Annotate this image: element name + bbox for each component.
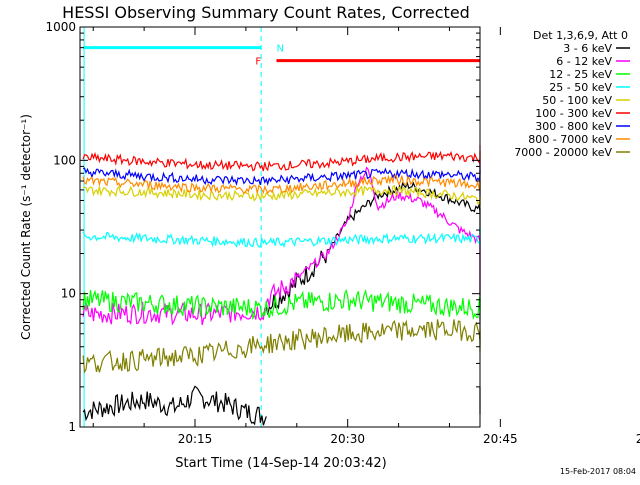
legend-label: 12 - 25 keV xyxy=(549,68,612,81)
y-tick-label: 10 xyxy=(61,287,76,301)
y-tick-label: 1000 xyxy=(45,20,76,34)
legend-label: 25 - 50 keV xyxy=(549,81,612,94)
legend-label: 50 - 100 keV xyxy=(542,94,612,107)
x-tick-label: 20:45 xyxy=(483,432,518,446)
x-tick-label: 21:00 xyxy=(636,432,640,446)
x-tick-label: 20:30 xyxy=(330,432,365,446)
chart-title: HESSI Observing Summary Count Rates, Cor… xyxy=(62,3,470,22)
series-50-100-kev-segment-0 xyxy=(83,184,481,207)
series-6-12-kev-segment-0 xyxy=(82,301,267,326)
y-tick-label: 100 xyxy=(53,153,76,167)
series-3-6-kev-segment-0 xyxy=(82,385,267,426)
legend-title: Det 1,3,6,9, Att 0 xyxy=(533,29,628,42)
legend-label: 800 - 7000 keV xyxy=(528,133,612,146)
legend-label: 7000 - 20000 keV xyxy=(514,146,612,159)
legend-label: 3 - 6 keV xyxy=(563,42,612,55)
y-tick-label: 1 xyxy=(68,420,76,434)
x-tick-label: 20:15 xyxy=(178,432,213,446)
flag-label-n: N xyxy=(276,44,283,55)
flag-bars: NFS xyxy=(83,44,480,68)
y-axis-label: Corrected Count Rate (s⁻¹ detector⁻¹) xyxy=(19,114,33,340)
x-axis-label: Start Time (14-Sep-14 20:03:42) xyxy=(175,456,386,471)
flag-label-f: F xyxy=(255,57,261,68)
footer-timestamp: 15-Feb-2017 08:04 xyxy=(560,467,636,476)
legend-label: 100 - 300 keV xyxy=(535,107,612,120)
legend-label: 300 - 800 keV xyxy=(535,120,612,133)
legend-label: 6 - 12 keV xyxy=(556,55,612,68)
plot-frame xyxy=(79,26,481,428)
